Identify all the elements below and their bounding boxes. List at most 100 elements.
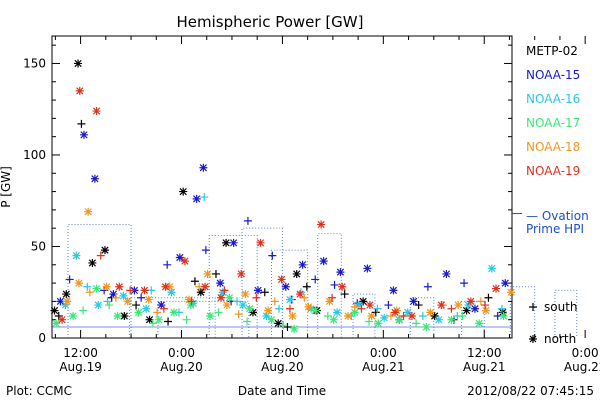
noaa-19-south-point [399, 312, 408, 321]
noaa-19-south-point [96, 251, 105, 260]
noaa-18-north-point [84, 207, 93, 216]
noaa-15-north-point [130, 286, 139, 295]
noaa-19-north-point [201, 282, 210, 291]
noaa-16-north-point [262, 312, 271, 321]
noaa-18-south-point [476, 297, 485, 306]
noaa-19-north-point [140, 286, 149, 295]
noaa-16-north-point [380, 313, 389, 322]
noaa-17-north-point [447, 315, 456, 324]
metp-02-south-point [54, 312, 63, 321]
noaa-16-north-point [119, 291, 128, 300]
noaa-15-north-point [192, 194, 201, 203]
noaa-18-north-point [264, 306, 273, 315]
noaa-19-north-point [338, 282, 347, 291]
noaa-18-north-point [144, 295, 153, 304]
noaa-17-south-point [323, 312, 332, 321]
ovation-step [241, 227, 283, 338]
noaa-18-north-point [185, 295, 194, 304]
noaa-17-north-point [154, 315, 163, 324]
x-tick-label-date: Aug.22 [564, 360, 600, 374]
chart-title: Hemispheric Power [GW] [177, 13, 364, 31]
noaa-17-north-point [350, 308, 359, 317]
marker-key-plus-symbol [529, 303, 537, 311]
noaa-16-north-point [403, 308, 412, 317]
noaa-19-north-point [161, 282, 170, 291]
noaa-15-south-point [460, 279, 469, 288]
noaa-19-south-point [220, 286, 229, 295]
ovation-label-line1: — Ovation [526, 209, 589, 223]
noaa-16-north-point [142, 304, 151, 313]
metp-02-south-point [302, 282, 311, 291]
ovation-dotted-panels [52, 224, 578, 338]
noaa-16-north-point [94, 301, 103, 310]
noaa-19-north-point [437, 301, 446, 310]
noaa-17-south-point [148, 319, 157, 328]
y-axis-label: P [GW] [0, 166, 13, 208]
noaa-18-north-point [63, 297, 72, 306]
metp-02-south-point [77, 119, 86, 128]
noaa-16-north-point [487, 264, 496, 273]
noaa-17-north-point [290, 324, 299, 333]
noaa-19-south-point [159, 304, 168, 313]
noaa-17-north-point [92, 284, 101, 293]
noaa-15-north-point [175, 253, 184, 262]
noaa-19-north-point [256, 238, 265, 247]
metp-02-south-point [260, 288, 269, 297]
noaa-17-north-point [113, 312, 122, 321]
noaa-15-north-point [319, 257, 328, 266]
noaa-18-north-point [288, 312, 297, 321]
noaa-15-south-point [311, 275, 320, 284]
noaa-19-south-point [285, 304, 294, 313]
noaa-18-south-point [111, 293, 120, 302]
metp-02-north-point [50, 306, 59, 315]
noaa-15-north-point [363, 264, 372, 273]
noaa-17-north-point [206, 312, 215, 321]
noaa-15-north-point [90, 174, 99, 183]
plot-timestamp: 2012/08/22 07:45:15 [467, 384, 594, 398]
legend-item-noaa-17: NOAA-17 [526, 116, 580, 130]
noaa-17-north-point [395, 315, 404, 324]
noaa-16-south-point [275, 304, 284, 313]
noaa-19-north-point [180, 257, 189, 266]
noaa-18-north-point [507, 288, 516, 297]
noaa-19-north-point [217, 293, 226, 302]
noaa-17-south-point [458, 312, 467, 321]
noaa-16-south-point [200, 193, 209, 202]
metp-02-north-point [274, 319, 283, 328]
noaa-16-north-point [72, 251, 81, 260]
noaa-15-north-point [199, 163, 208, 172]
noaa-17-south-point [182, 315, 191, 324]
noaa-16-south-point [83, 282, 92, 291]
noaa-18-north-point [344, 312, 353, 321]
noaa-15-north-point [281, 282, 290, 291]
noaa-18-north-point [304, 302, 313, 311]
noaa-17-south-point [79, 306, 88, 315]
y-tick-label: 100 [23, 148, 46, 162]
noaa-17-south-point [279, 321, 288, 330]
noaa-15-north-point [442, 269, 451, 278]
noaa-15-south-point [65, 275, 74, 284]
metp-02-north-point [74, 59, 83, 68]
noaa-18-south-point [153, 308, 162, 317]
metp-02-south-point [414, 301, 423, 310]
noaa-19-south-point [187, 297, 196, 306]
noaa-16-north-point [238, 301, 247, 310]
noaa-15-north-point [254, 286, 263, 295]
noaa-16-north-point [434, 315, 443, 324]
x-tick-label-date: Aug.20 [261, 360, 304, 374]
noaa-17-south-point [243, 317, 252, 326]
x-axis-label: Date and Time [238, 384, 326, 398]
noaa-16-south-point [233, 297, 242, 306]
legend-item-noaa-16: NOAA-16 [526, 92, 580, 106]
noaa-17-north-point [499, 312, 508, 321]
noaa-18-south-point [270, 297, 279, 306]
ovation-step [461, 300, 485, 338]
y-tick-label: 0 [38, 331, 46, 345]
ovation-step [157, 300, 250, 338]
noaa-19-north-point [237, 269, 246, 278]
metp-02-south-point [211, 269, 220, 278]
noaa-15-north-point [157, 301, 166, 310]
metp-02-north-point [179, 187, 188, 196]
noaa-15-south-point [137, 293, 146, 302]
plot-credit: Plot: CCMC [6, 384, 72, 398]
